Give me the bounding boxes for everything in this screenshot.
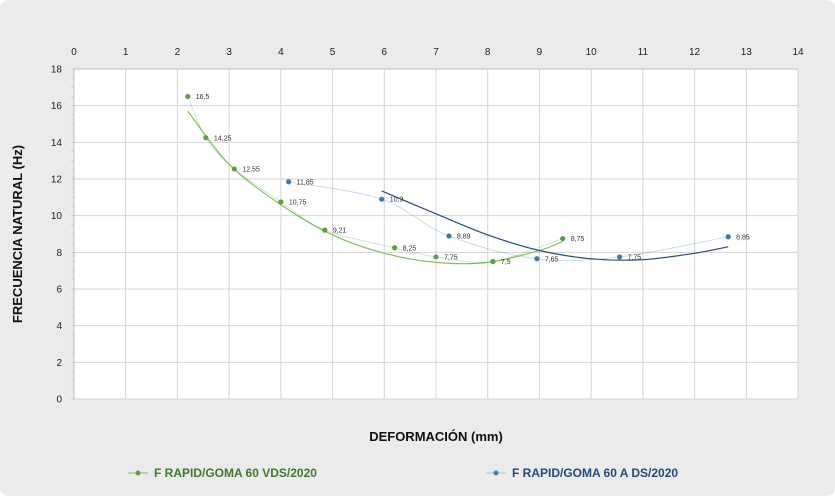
legend-marker-series-2 xyxy=(493,470,499,476)
data-point xyxy=(560,235,566,242)
data-point xyxy=(490,258,496,265)
y-tick-label: 14 xyxy=(51,138,63,149)
data-point xyxy=(278,199,284,205)
y-axis-ticks: 0 2 4 6 8 10 12 14 16 18 xyxy=(51,65,63,406)
grid xyxy=(71,68,799,400)
connector-series-2 xyxy=(288,181,729,262)
legend-item-series-2[interactable]: F RAPID/GOMA 60 A DS/2020 xyxy=(486,466,678,480)
legend-item-series-1[interactable]: F RAPID/GOMA 60 VDS/2020 xyxy=(128,466,317,480)
data-point xyxy=(322,227,328,233)
y-tick-label: 4 xyxy=(56,321,62,332)
x-tick-label: 3 xyxy=(226,47,232,58)
x-axis-ticks: 0 1 2 3 4 5 6 7 8 9 10 11 12 13 14 xyxy=(71,47,804,58)
data-label: 12,55 xyxy=(242,166,260,173)
data-label: 7,75 xyxy=(444,254,458,261)
x-tick-label: 1 xyxy=(123,47,129,58)
x-tick-label: 6 xyxy=(382,47,388,58)
x-tick-label: 8 xyxy=(485,47,491,58)
y-tick-label: 18 xyxy=(51,65,63,76)
data-label: 11,85 xyxy=(297,179,314,186)
x-tick-label: 11 xyxy=(638,47,649,58)
data-label: 9,21 xyxy=(333,228,347,235)
data-labels: 16,5 14,25 12,55 10,75 9,21 8,25 7,75 7,5 8,75 11… xyxy=(196,94,750,266)
y-tick-label: 8 xyxy=(56,248,62,259)
data-label: 7,75 xyxy=(628,254,642,261)
data-point xyxy=(433,254,439,260)
x-tick-label: 0 xyxy=(71,47,77,58)
y-tick-label: 0 xyxy=(56,395,62,406)
y-tick-label: 6 xyxy=(56,285,62,296)
data-point xyxy=(203,135,209,141)
x-tick-label: 13 xyxy=(741,47,753,58)
trendlines xyxy=(187,110,729,265)
data-point xyxy=(392,245,398,251)
data-label: 8,89 xyxy=(457,234,471,241)
y-tick-label: 2 xyxy=(56,358,62,369)
data-label: 7,65 xyxy=(545,256,559,263)
x-tick-label: 4 xyxy=(278,47,284,58)
data-point xyxy=(725,234,731,240)
y-tick-label: 16 xyxy=(51,101,63,112)
data-label: 16,5 xyxy=(196,94,210,101)
data-point xyxy=(379,196,385,202)
data-label: 14,25 xyxy=(214,135,232,142)
data-label: 10,9 xyxy=(390,197,404,204)
x-tick-label: 7 xyxy=(433,47,439,58)
data-point xyxy=(446,233,452,239)
legend: F RAPID/GOMA 60 VDS/2020 F RAPID/GOMA 60… xyxy=(128,466,678,480)
y-tick-label: 12 xyxy=(51,175,63,186)
legend-label-series-1: F RAPID/GOMA 60 VDS/2020 xyxy=(154,466,317,480)
data-label: 10,75 xyxy=(289,199,307,206)
trendline-series-2 xyxy=(381,190,729,261)
data-label: 8,85 xyxy=(736,234,750,241)
data-points xyxy=(185,93,731,265)
legend-marker-series-1 xyxy=(135,470,141,476)
x-tick-label: 12 xyxy=(689,47,701,58)
data-point xyxy=(231,166,237,172)
data-point xyxy=(286,179,292,185)
data-point xyxy=(534,256,540,262)
x-tick-label: 2 xyxy=(175,47,181,58)
data-label: 8,75 xyxy=(571,236,585,243)
legend-label-series-2: F RAPID/GOMA 60 A DS/2020 xyxy=(512,466,678,480)
data-label: 8,25 xyxy=(403,245,417,252)
data-point xyxy=(616,254,623,260)
y-tick-label: 10 xyxy=(51,211,63,222)
data-point xyxy=(185,93,191,100)
x-tick-label: 5 xyxy=(330,47,336,58)
x-tick-label: 9 xyxy=(537,47,543,58)
x-tick-label: 10 xyxy=(586,47,598,58)
x-axis-title: DEFORMACIÓN (mm) xyxy=(369,429,503,444)
data-label: 7,5 xyxy=(501,259,511,266)
trendline-series-1 xyxy=(187,110,563,265)
x-tick-label: 14 xyxy=(792,47,804,58)
y-axis-title: FRECUENCIA NATURAL (Hz) xyxy=(10,145,25,323)
